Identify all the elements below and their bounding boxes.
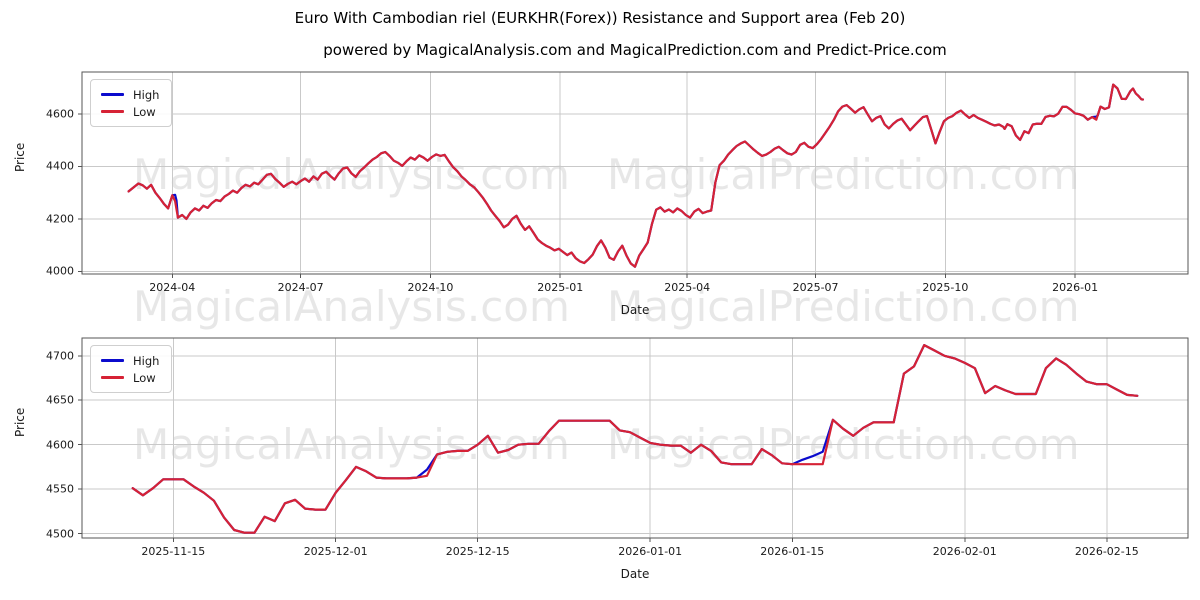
legend-item-low: Low bbox=[101, 103, 159, 120]
low-line-swatch bbox=[101, 376, 124, 379]
legend-item-high: High bbox=[101, 86, 159, 103]
y-tick-label: 4000 bbox=[46, 264, 74, 278]
x-tick-label: 2026-01-15 bbox=[760, 545, 825, 558]
price-chart-two-year: High Low Price Date 2024-04 2024-07 2024-1… bbox=[13, 71, 1189, 317]
low-line bbox=[131, 343, 1139, 534]
x-tick-label: 2026-01 bbox=[1052, 281, 1099, 294]
x-tick-label: 2026-02-01 bbox=[932, 545, 997, 558]
low-line-swatch bbox=[101, 110, 124, 113]
legend-item-low: Low bbox=[101, 369, 159, 386]
plot-area bbox=[78, 71, 1189, 278]
x-axis-label: Date bbox=[620, 303, 650, 317]
y-tick-label: 4400 bbox=[46, 159, 74, 173]
x-tick-label: 2024-04 bbox=[149, 281, 196, 294]
legend-label-high: High bbox=[133, 353, 160, 368]
chart-title: Euro With Cambodian riel (EURKHR(Forex))… bbox=[294, 9, 906, 27]
y-tick-label: 4500 bbox=[46, 527, 74, 541]
x-axis-label: Date bbox=[620, 567, 650, 581]
chart-subtitle: powered by MagicalAnalysis.com and Magic… bbox=[323, 41, 947, 59]
x-tick-label: 2025-04 bbox=[664, 281, 711, 294]
x-tick-label: 2026-01-01 bbox=[618, 545, 683, 558]
x-tick-label: 2025-07 bbox=[792, 281, 839, 294]
legend-item-high: High bbox=[101, 352, 159, 369]
y-tick-label: 4550 bbox=[46, 482, 74, 496]
x-tick-label: 2026-02-15 bbox=[1074, 545, 1139, 558]
y-tick-label: 4600 bbox=[46, 438, 74, 452]
legend-label-low: Low bbox=[133, 370, 156, 385]
y-tick-label: 4200 bbox=[46, 212, 74, 226]
plot-frame bbox=[81, 337, 1189, 539]
high-line-swatch bbox=[101, 359, 124, 362]
legend: High Low bbox=[90, 345, 173, 393]
x-tick-label: 2024-07 bbox=[277, 281, 324, 294]
low-line bbox=[127, 83, 1145, 268]
x-tick-label: 2025-01 bbox=[537, 281, 584, 294]
y-tick-label: 4650 bbox=[46, 393, 74, 407]
legend-label-low: Low bbox=[133, 104, 156, 119]
high-line bbox=[127, 83, 1145, 268]
x-tick-label: 2025-10 bbox=[922, 281, 969, 294]
legend: High Low bbox=[90, 79, 173, 127]
y-tick-label: 4700 bbox=[46, 349, 74, 363]
legend-label-high: High bbox=[133, 87, 160, 102]
x-tick-label: 2024-10 bbox=[407, 281, 454, 294]
high-line-swatch bbox=[101, 93, 124, 96]
y-tick-label: 4600 bbox=[46, 107, 74, 121]
plot-area bbox=[78, 337, 1189, 542]
x-tick-label: 2025-11-15 bbox=[141, 545, 206, 558]
x-tick-label: 2025-12-01 bbox=[303, 545, 368, 558]
plot-frame bbox=[81, 71, 1189, 275]
x-tick-label: 2025-12-15 bbox=[445, 545, 510, 558]
price-chart-three-month: High Low Price Date 2025-11-15 2025-12-01… bbox=[13, 337, 1189, 581]
